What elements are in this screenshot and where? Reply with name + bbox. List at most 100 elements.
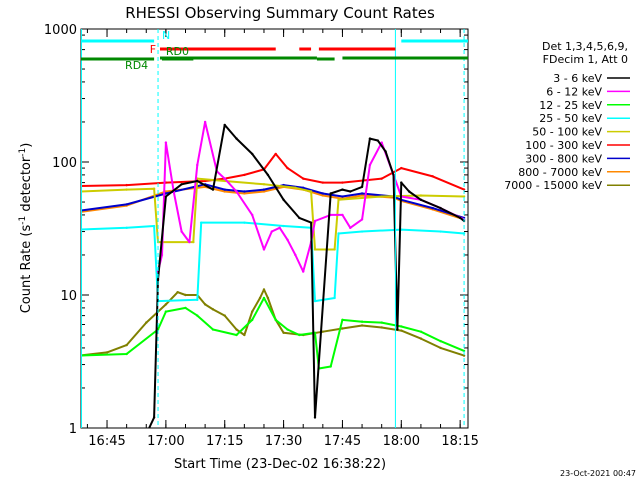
series-point (164, 303, 168, 306)
footer-timestamp: 23-Oct-2021 00:47 (560, 469, 636, 478)
series-point (78, 440, 80, 442)
legend-label: 7000 - 15000 keV (504, 179, 602, 192)
series-point (243, 192, 246, 195)
series-point (274, 318, 277, 322)
series-point (152, 187, 156, 190)
series-point (258, 296, 262, 300)
series-point (407, 190, 411, 193)
x-axis: 16:45 17:00 17:15 17:30 17:45 18:00 18:15 (86, 29, 479, 449)
series-point (243, 173, 246, 177)
series-point (309, 221, 313, 224)
series-point (294, 186, 297, 189)
series-point (341, 318, 344, 322)
series-point (278, 226, 281, 230)
series-line (81, 221, 465, 303)
y-tick-label: 1000 (44, 23, 77, 38)
series-point (439, 206, 442, 210)
y-tick-label: 10 (60, 289, 77, 304)
series-point (321, 192, 325, 195)
legend-label: 300 - 800 keV (525, 152, 602, 165)
legend-label: 50 - 100 keV (532, 126, 602, 139)
series-line (81, 288, 465, 357)
series-line (81, 183, 465, 219)
series-point (286, 238, 289, 242)
series-point (313, 416, 317, 419)
x-axis-label: Start Time (23-Dec-02 16:38:22) (174, 457, 386, 472)
legend-label: 100 - 300 keV (525, 139, 602, 152)
series-point (302, 186, 305, 189)
series-point (313, 331, 317, 334)
series-point (223, 188, 226, 191)
series-point (262, 288, 266, 291)
series-point (294, 253, 297, 257)
series-point (164, 192, 168, 195)
series-point (196, 298, 199, 302)
series-point (152, 224, 156, 228)
x-tick-label: 18:15 (441, 434, 478, 449)
series-point (360, 194, 364, 197)
series-point (211, 188, 215, 191)
series-point (235, 137, 238, 140)
series-point (380, 141, 383, 144)
series-point (419, 194, 423, 197)
series-point (251, 310, 254, 313)
series-point (223, 314, 226, 317)
series-point (211, 328, 215, 331)
series-point (211, 308, 215, 311)
series-point (313, 248, 317, 251)
series-point (329, 192, 332, 195)
series-point (337, 198, 340, 201)
series-point (125, 226, 128, 230)
series-point (223, 177, 226, 180)
series-point (266, 173, 270, 177)
series-point (164, 190, 168, 193)
flag-label-rd4: RD4 (125, 59, 148, 72)
series-point (376, 139, 379, 142)
series-point (360, 218, 364, 221)
y-axis-label-sup1: -1 (18, 216, 28, 225)
series-point (203, 303, 207, 306)
series-point (125, 188, 128, 191)
y-axis-label: Count Rate (s-1 detector-1) (18, 143, 34, 314)
series-point (262, 183, 266, 186)
series-point (419, 330, 423, 333)
series-point (458, 216, 462, 220)
legend-label: 25 - 50 keV (539, 112, 602, 125)
series-point (341, 195, 344, 198)
legend: Det 1,3,4,5,6,9, FDecim 1, Att 0 3 - 6 k… (504, 40, 630, 192)
series-point (419, 337, 423, 340)
series-point (235, 328, 238, 331)
series-point (360, 185, 364, 189)
series-layer (78, 120, 466, 442)
series-point (156, 278, 160, 282)
series-point (188, 240, 191, 244)
x-tick-label: 17:45 (324, 434, 361, 449)
series-point (333, 296, 336, 300)
series-point (125, 343, 128, 347)
series-point (243, 221, 246, 224)
series-point (431, 175, 434, 178)
series-point (302, 270, 305, 273)
series-point (78, 190, 80, 192)
series-point (439, 230, 442, 233)
series-line (81, 185, 465, 221)
series-point (164, 195, 168, 198)
series-point (196, 314, 199, 317)
x-tick-label: 17:00 (147, 434, 184, 449)
series-point (396, 328, 399, 331)
series-point (341, 188, 344, 191)
series-point (384, 150, 387, 153)
series-point (368, 163, 372, 167)
series-point (298, 216, 301, 220)
series-point (337, 232, 340, 235)
series-point (266, 296, 270, 300)
series-point (262, 190, 266, 193)
series-point (419, 198, 423, 201)
vertical-markers (81, 29, 465, 428)
series-point (360, 324, 364, 327)
series-point (196, 163, 199, 167)
series-line (148, 123, 465, 428)
series-point (349, 226, 352, 230)
series-point (176, 290, 179, 294)
y-tick-label: 100 (52, 156, 77, 171)
